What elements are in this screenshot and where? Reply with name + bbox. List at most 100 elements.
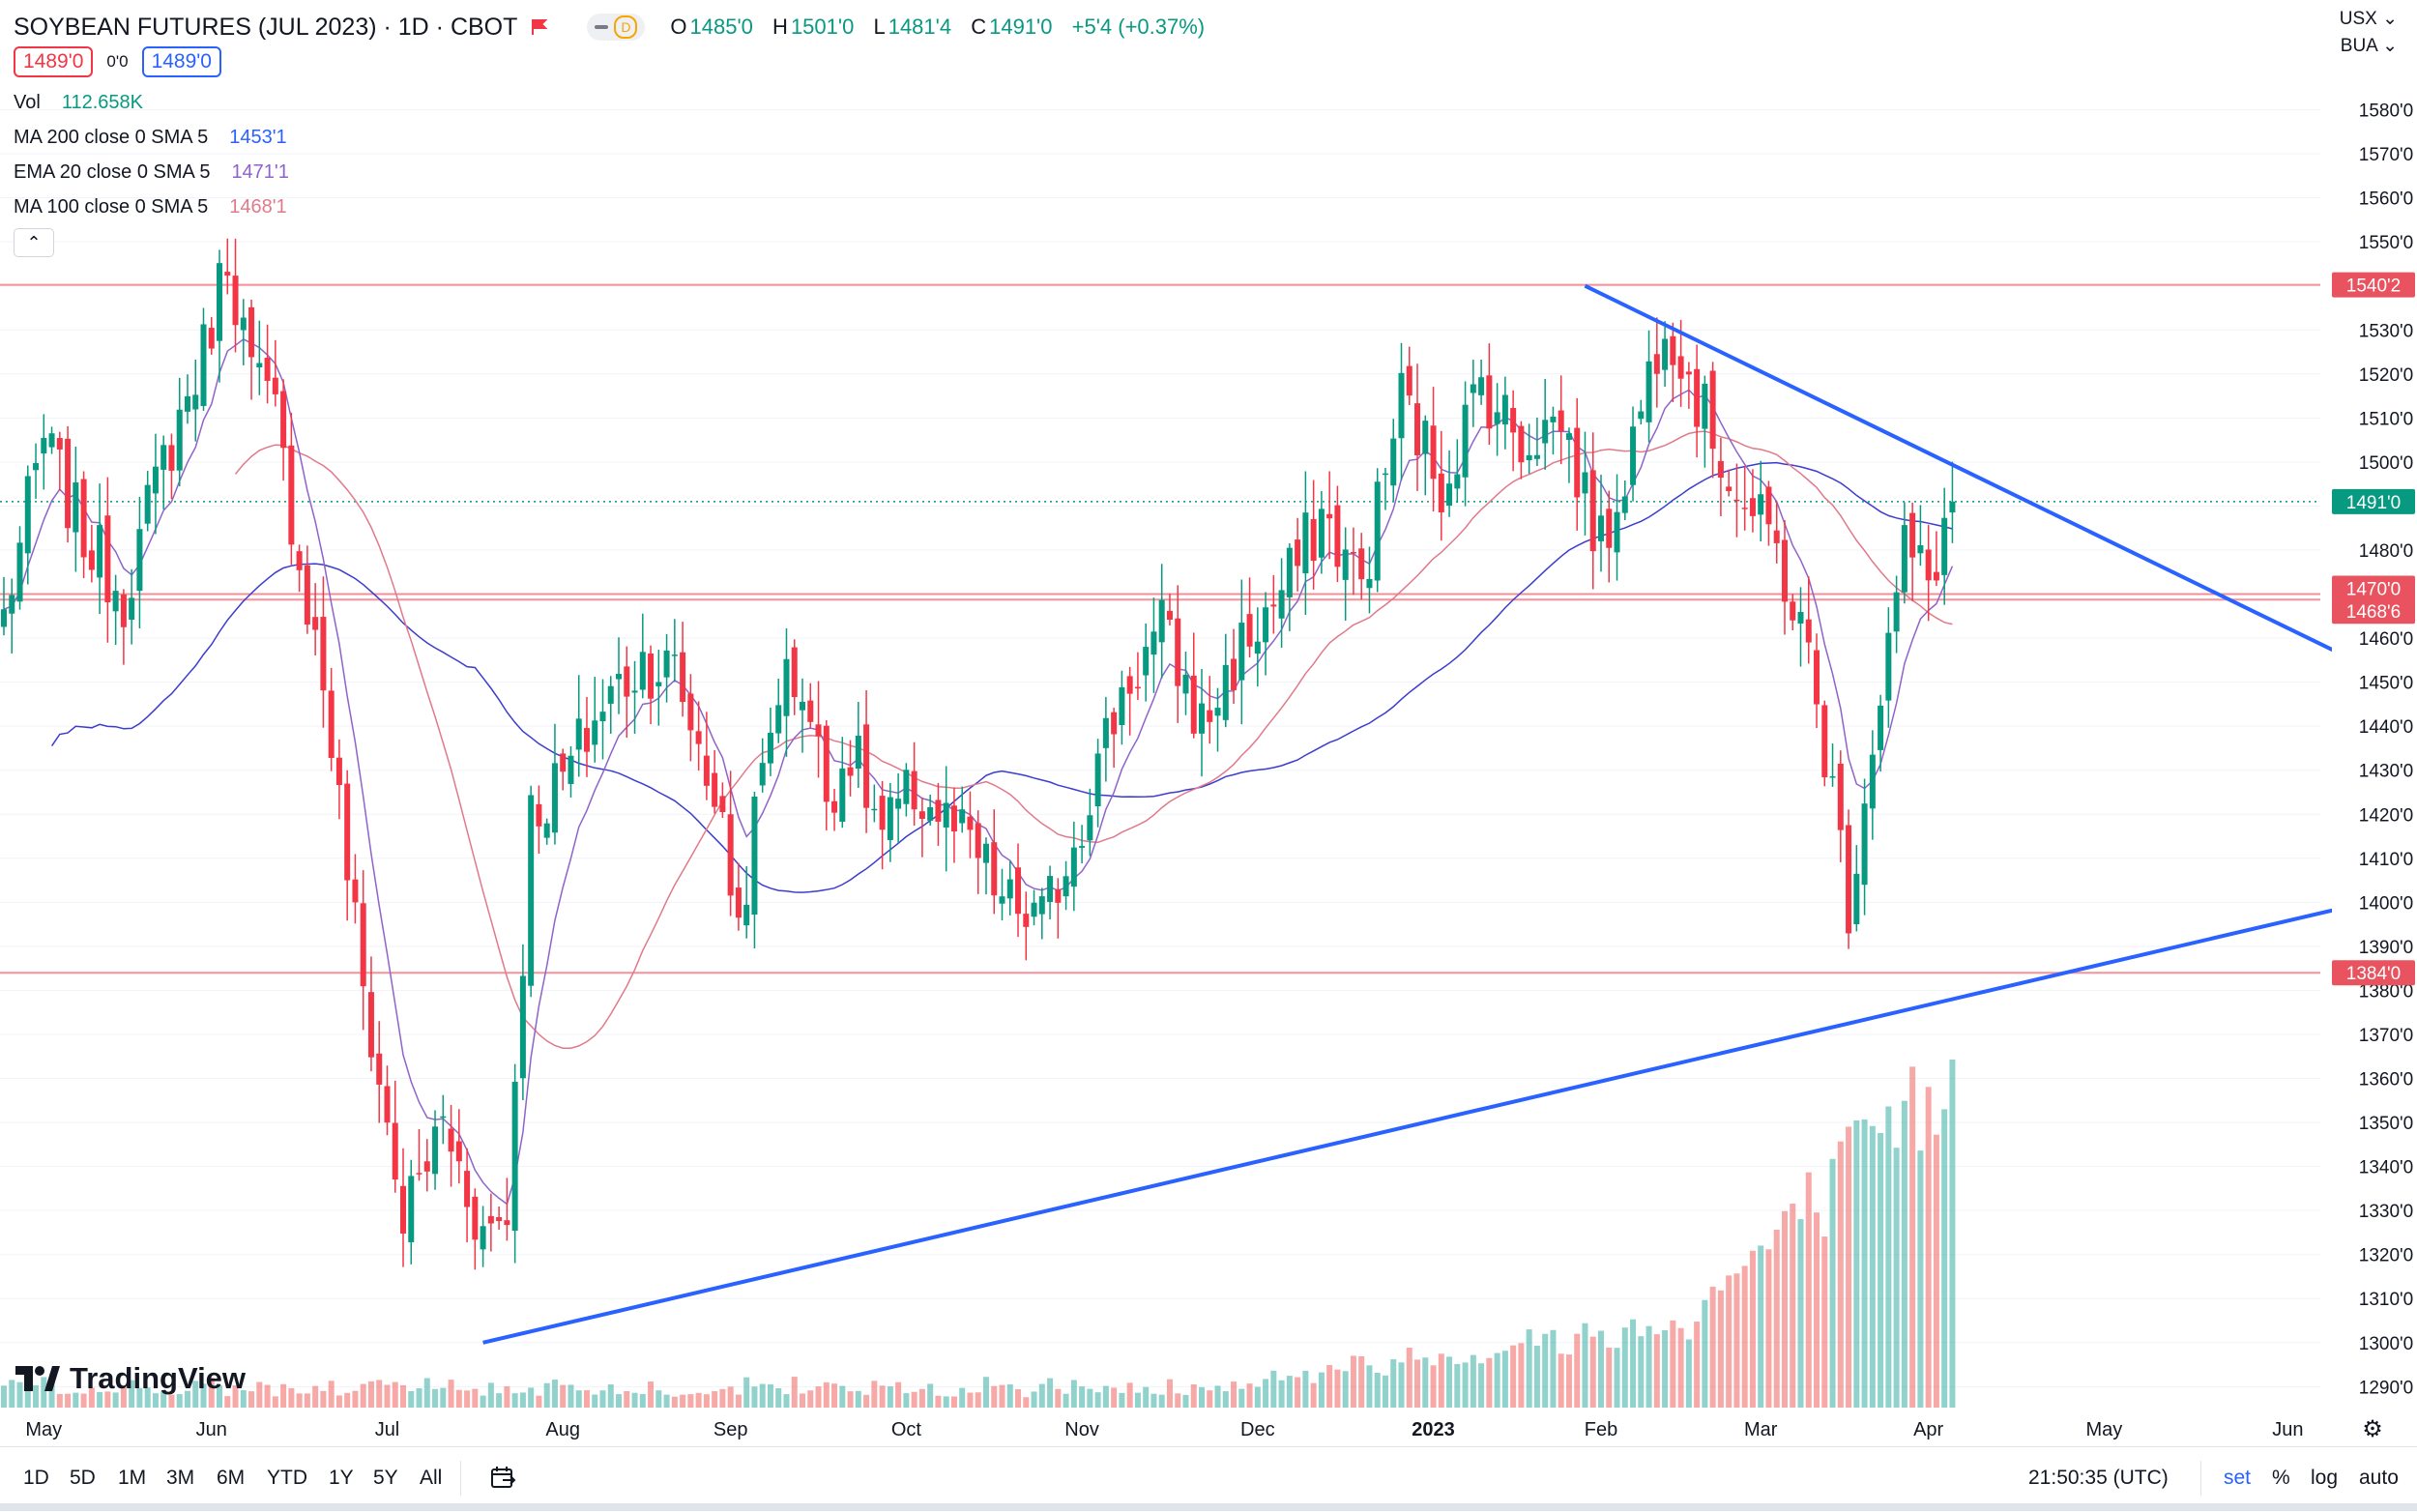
price-chart[interactable]: 1290'0 1300'0 1310'0 1320'0 1330'0 1340'0 1350… [0,0,2417,1446]
indicator-ma100[interactable]: MA 100 close 0 SMA 5 1468'1 [14,189,1218,224]
indicator-vol[interactable]: Vol 112.658K [14,85,1218,120]
volume-bar [1143,1386,1150,1408]
candle-body [120,594,127,627]
percent-scale-button[interactable]: % [2272,1467,2290,1489]
gear-icon[interactable]: ⚙ [2362,1416,2383,1442]
utc-clock[interactable]: 21:50:35 (UTC) [2028,1467,2169,1489]
candle-body [400,1185,406,1234]
volume-bar [152,1393,159,1408]
candle-body [543,823,550,838]
volume-bar [759,1383,766,1408]
indicator-ema20[interactable]: EMA 20 close 0 SMA 5 1471'1 [14,155,1218,189]
sell-price-button[interactable]: 1489'0 [14,46,94,77]
volume-bar [1422,1357,1429,1408]
tradingview-logo[interactable]: TradingView [15,1361,246,1396]
volume-bar [1015,1389,1022,1408]
volume-bar [487,1382,494,1408]
unit-selector[interactable]: BUA ⌄ [2341,35,2398,57]
indicator-ma200-value: 1453'1 [229,126,287,148]
candle-body [1199,703,1205,734]
candle-body [687,693,694,731]
candle-body [1717,460,1724,479]
price-axis-background [2332,0,2417,1446]
volume-bar [1446,1356,1453,1408]
candle-body [1134,686,1141,689]
candle-body [1358,548,1365,580]
auto-scale-button[interactable]: auto [2359,1467,2399,1489]
candle-body [887,797,893,840]
candle-body [1805,619,1812,643]
goto-date-icon[interactable] [489,1465,516,1492]
volume-bar [328,1381,335,1408]
candle-body [1366,578,1373,589]
buy-price-button[interactable]: 1489'0 [141,46,221,77]
candle-body [1790,601,1796,621]
adjust-settings-button[interactable]: set [2224,1467,2252,1489]
volume-bar [1438,1353,1444,1408]
flag-icon[interactable] [531,18,548,36]
volume-bar [1166,1379,1173,1408]
volume-bar [871,1381,878,1408]
time-tick-label: Sep [713,1419,748,1440]
volume-bar [1366,1365,1373,1408]
indicator-vol-value: 112.658K [61,91,143,113]
price-tick-label: 1550'0 [2359,233,2413,253]
volume-bar [551,1380,558,1408]
candle-body [1326,513,1333,519]
price-tick-label: 1350'0 [2359,1114,2413,1134]
candle-body [712,772,718,807]
currency-selector[interactable]: USX ⌄ [2340,8,2398,30]
volume-bar [1182,1394,1189,1408]
range-1d-button[interactable]: 1D [23,1467,49,1489]
volume-bar [176,1394,183,1408]
volume-bar [807,1390,814,1408]
price-tick-label: 1390'0 [2359,938,2413,958]
price-tag [2332,272,2415,298]
candle-body [1565,433,1572,440]
volume-bar [335,1395,342,1408]
range-1m-button[interactable]: 1M [118,1467,147,1489]
log-scale-button[interactable]: log [2311,1467,2339,1489]
indicator-ma200[interactable]: MA 200 close 0 SMA 5 1453'1 [14,120,1218,155]
candle-body [536,803,542,827]
volume-histogram [1,1060,1956,1408]
volume-bar [1653,1334,1660,1408]
range-3m-button[interactable]: 3M [166,1467,195,1489]
price-tick-label: 1520'0 [2359,365,2413,386]
volume-bar [224,1396,231,1408]
volume-bar [1933,1134,1939,1408]
candle-body [1933,571,1939,581]
price-tick-label: 1430'0 [2359,762,2413,782]
range-5d-button[interactable]: 5D [70,1467,96,1489]
time-tick-label: May [25,1419,62,1440]
volume-bar [1207,1390,1213,1408]
volume-bar [1263,1379,1269,1408]
candle-body [1382,473,1388,476]
volume-bar [248,1391,255,1408]
volume-bar [1741,1265,1748,1408]
candle-body [56,438,63,450]
candle-body [1837,763,1844,830]
delay-pill[interactable]: D [587,14,646,41]
range-6m-button[interactable]: 6M [217,1467,246,1489]
volume-bar [1150,1393,1157,1408]
collapse-legend-button[interactable]: ⌃ [14,228,54,257]
symbol-title[interactable]: SOYBEAN FUTURES (JUL 2023) · 1D · CBOT [14,13,518,41]
volume-bar [1837,1141,1844,1408]
volume-bar [1917,1150,1924,1408]
candle-body [1454,474,1461,489]
range-1y-button[interactable]: 1Y [329,1467,354,1489]
price-tag-label: 1468'6 [2346,602,2401,623]
footer-strip [0,1503,2417,1511]
candle-body [1869,754,1876,809]
range-5y-button[interactable]: 5Y [373,1467,398,1489]
volume-bar [120,1387,127,1408]
candle-body [1414,403,1421,455]
candle-body [160,445,167,470]
range-ytd-button[interactable]: YTD [267,1467,307,1489]
range-all-button[interactable]: All [420,1467,443,1489]
volume-bar [1023,1397,1030,1408]
volume-bar [1582,1323,1588,1408]
chart-legend: SOYBEAN FUTURES (JUL 2023) · 1D · CBOT D… [14,10,1218,257]
candle-body [1158,599,1165,643]
